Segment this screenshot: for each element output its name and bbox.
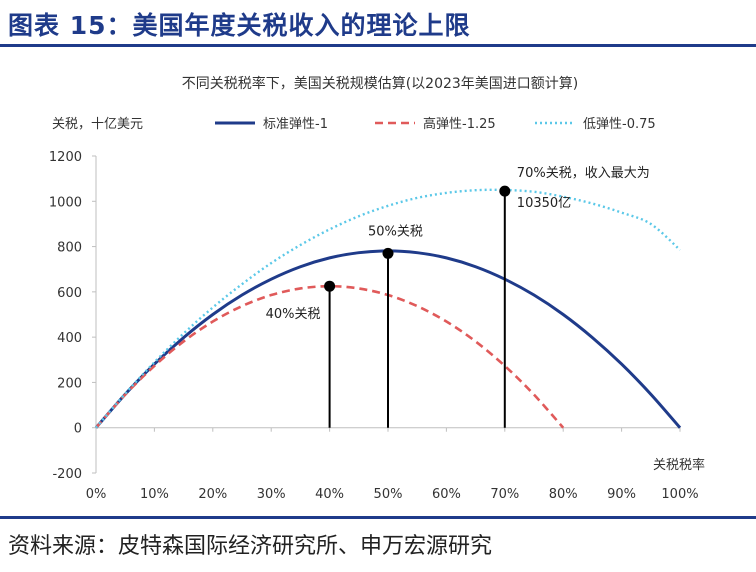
y-tick-label: -200 [52,467,82,482]
x-tick-label: 70% [490,487,519,502]
marker-label-3-line-2: 10350亿 [517,196,571,211]
x-tick-label: 100% [661,487,698,502]
marker-label-2: 50%关税 [368,224,423,239]
y-tick-label: 400 [57,331,82,346]
x-axis-label: 关税税率 [653,457,705,473]
x-tick-label: 80% [549,487,578,502]
y-tick-label: 1000 [49,195,82,210]
y-tick-label: 800 [57,241,82,256]
marker-dot-1 [324,280,336,292]
y-tick-label: 200 [57,376,82,391]
legend-label-3: 低弹性-0.75 [583,117,656,132]
x-tick-label: 10% [140,487,169,502]
marker-label-1: 40%关税 [266,307,321,322]
tariff-revenue-chart: 不同关税税率下，美国关税规模估算(以2023年美国进口额计算) 关税，十亿美元 … [49,75,705,502]
peak-markers: 40%关税 50%关税 70%关税，收入最大为 10350亿 [266,166,650,428]
x-tick-label: 50% [374,487,403,502]
y-tick-label: 0 [74,422,82,437]
x-tick-label: 40% [315,487,344,502]
x-tick-label: 30% [257,487,286,502]
top-divider [0,44,756,47]
marker-label-3-line-1: 70%关税，收入最大为 [517,166,650,181]
legend: 标准弹性-1 高弹性-1.25 低弹性-0.75 [215,116,656,132]
marker-dot-2 [382,247,394,259]
x-tick-label: 20% [198,487,227,502]
chart-title: 不同关税税率下，美国关税规模估算(以2023年美国进口额计算) [182,75,579,92]
axes: -200 0 200 400 600 800 1000 1200 0% 10% 20% 30% 40% 5… [49,150,699,502]
legend-label-1: 标准弹性-1 [263,117,328,132]
x-tick-label: 0% [86,487,107,502]
series-line-3 [95,188,681,429]
y-tick-label: 1200 [49,150,82,165]
source-note: 资料来源：皮特森国际经济研究所、申万宏源研究 [8,534,493,559]
bottom-divider [0,516,756,519]
y-tick-label: 600 [57,286,82,301]
x-tick-label: 60% [432,487,461,502]
figure-title: 图表 15：美国年度关税收入的理论上限 [8,11,471,40]
marker-dot-3 [499,185,511,197]
x-tick-label: 90% [607,487,636,502]
y-axis-label: 关税，十亿美元 [52,117,143,132]
legend-label-2: 高弹性-1.25 [423,116,496,132]
